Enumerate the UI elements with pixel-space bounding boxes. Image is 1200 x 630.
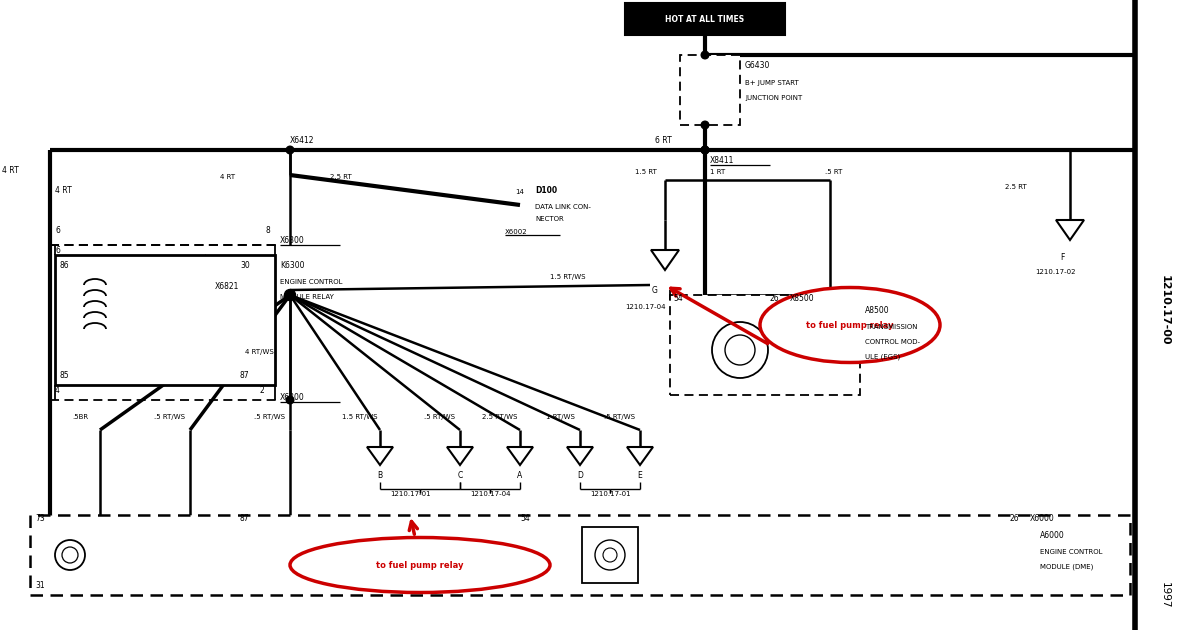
Text: X6412: X6412 bbox=[290, 136, 314, 145]
Text: 2.5 RT: 2.5 RT bbox=[330, 174, 352, 180]
FancyBboxPatch shape bbox=[670, 295, 860, 395]
Circle shape bbox=[287, 146, 294, 154]
Polygon shape bbox=[508, 447, 533, 465]
Text: X6000: X6000 bbox=[1030, 514, 1055, 523]
Text: ULE (EGS): ULE (EGS) bbox=[865, 353, 900, 360]
Text: NECTOR: NECTOR bbox=[535, 216, 564, 222]
Text: E: E bbox=[637, 471, 642, 480]
Text: A8500: A8500 bbox=[865, 306, 889, 315]
Text: .5 RT/WS: .5 RT/WS bbox=[605, 414, 636, 420]
Text: X6300: X6300 bbox=[280, 236, 305, 245]
Text: HOT AT ALL TIMES: HOT AT ALL TIMES bbox=[666, 14, 744, 23]
Text: 1.5 RT/WS: 1.5 RT/WS bbox=[550, 274, 586, 280]
Text: 4 RT: 4 RT bbox=[55, 186, 72, 195]
Text: 4 RT: 4 RT bbox=[2, 166, 19, 175]
Text: 26: 26 bbox=[1010, 514, 1020, 523]
Polygon shape bbox=[1056, 220, 1084, 240]
Text: 54: 54 bbox=[673, 294, 683, 303]
Text: JUNCTION POINT: JUNCTION POINT bbox=[745, 95, 803, 101]
Circle shape bbox=[701, 146, 709, 154]
FancyBboxPatch shape bbox=[582, 527, 638, 583]
Text: CONTROL MOD-: CONTROL MOD- bbox=[865, 339, 920, 345]
FancyBboxPatch shape bbox=[625, 3, 785, 35]
Text: 4 RT: 4 RT bbox=[220, 174, 235, 180]
Text: 87: 87 bbox=[240, 514, 250, 523]
Text: .5 RT: .5 RT bbox=[826, 169, 842, 175]
Text: B+ JUMP START: B+ JUMP START bbox=[745, 80, 799, 86]
Text: ENGINE CONTROL: ENGINE CONTROL bbox=[280, 279, 342, 285]
Text: 1 RT/WS: 1 RT/WS bbox=[546, 414, 575, 420]
Text: MODULE (DME): MODULE (DME) bbox=[1040, 563, 1093, 570]
Text: 1 RT: 1 RT bbox=[710, 169, 725, 175]
Text: X8411: X8411 bbox=[710, 156, 734, 165]
Text: .5 RT/WS: .5 RT/WS bbox=[425, 414, 456, 420]
Text: 26: 26 bbox=[770, 294, 780, 303]
Text: A: A bbox=[517, 471, 523, 480]
Text: MODULE RELAY: MODULE RELAY bbox=[280, 294, 334, 300]
Text: G6430: G6430 bbox=[745, 61, 770, 70]
Text: 2.5 RT: 2.5 RT bbox=[1006, 184, 1027, 190]
FancyBboxPatch shape bbox=[680, 55, 740, 125]
Text: D: D bbox=[577, 471, 583, 480]
Text: 1210.17-01: 1210.17-01 bbox=[590, 491, 631, 497]
Text: 1.5 RT/WS: 1.5 RT/WS bbox=[342, 414, 378, 420]
Ellipse shape bbox=[760, 287, 940, 362]
Text: 1997: 1997 bbox=[1160, 581, 1170, 608]
Text: X8500: X8500 bbox=[790, 294, 815, 303]
Text: 54: 54 bbox=[520, 514, 529, 523]
Text: TRANSMISSION: TRANSMISSION bbox=[865, 324, 918, 330]
Circle shape bbox=[284, 290, 295, 301]
Text: 1.5 RT: 1.5 RT bbox=[635, 169, 656, 175]
Polygon shape bbox=[446, 447, 473, 465]
Text: .5 RT/WS: .5 RT/WS bbox=[254, 414, 286, 420]
Text: to fuel pump relay: to fuel pump relay bbox=[377, 561, 463, 570]
Ellipse shape bbox=[290, 537, 550, 592]
Text: 8: 8 bbox=[265, 226, 270, 235]
Text: F: F bbox=[1060, 253, 1064, 262]
Text: ENGINE CONTROL: ENGINE CONTROL bbox=[1040, 549, 1103, 555]
Polygon shape bbox=[650, 250, 679, 270]
Text: 4: 4 bbox=[55, 386, 60, 395]
Text: 1210.17-04: 1210.17-04 bbox=[625, 304, 666, 310]
FancyBboxPatch shape bbox=[30, 515, 1130, 595]
Text: G: G bbox=[652, 286, 658, 295]
Text: 6: 6 bbox=[55, 246, 60, 255]
Text: D100: D100 bbox=[535, 186, 557, 195]
FancyBboxPatch shape bbox=[55, 255, 275, 385]
Circle shape bbox=[701, 121, 709, 129]
Text: A6000: A6000 bbox=[1040, 531, 1064, 540]
Text: 73: 73 bbox=[35, 514, 44, 523]
Text: 31: 31 bbox=[35, 581, 44, 590]
Text: B: B bbox=[378, 471, 383, 480]
Text: 14: 14 bbox=[515, 189, 524, 195]
Text: 87: 87 bbox=[240, 371, 250, 380]
Polygon shape bbox=[367, 447, 394, 465]
Circle shape bbox=[287, 396, 294, 404]
Text: 1210.17-01: 1210.17-01 bbox=[390, 491, 431, 497]
Text: 86: 86 bbox=[60, 261, 70, 270]
Text: C: C bbox=[457, 471, 463, 480]
Text: .5BR: .5BR bbox=[72, 414, 88, 420]
Text: 30: 30 bbox=[240, 261, 250, 270]
Polygon shape bbox=[628, 447, 653, 465]
Text: 6: 6 bbox=[55, 226, 60, 235]
Text: 85: 85 bbox=[60, 371, 70, 380]
Text: X6002: X6002 bbox=[505, 229, 528, 235]
Text: 1210.17-02: 1210.17-02 bbox=[1034, 269, 1075, 275]
Text: 1210.17-00: 1210.17-00 bbox=[1160, 275, 1170, 345]
Polygon shape bbox=[568, 447, 593, 465]
Text: X6300: X6300 bbox=[280, 393, 305, 402]
Text: to fuel pump relay: to fuel pump relay bbox=[806, 321, 894, 329]
Text: 4 RT/WS: 4 RT/WS bbox=[245, 349, 274, 355]
Circle shape bbox=[701, 146, 709, 154]
Text: K6300: K6300 bbox=[280, 261, 305, 270]
Text: X6821: X6821 bbox=[215, 282, 239, 291]
Text: .5 RT/WS: .5 RT/WS bbox=[155, 414, 186, 420]
Text: 1210.17-04: 1210.17-04 bbox=[470, 491, 510, 497]
Text: 2: 2 bbox=[260, 386, 265, 395]
Circle shape bbox=[701, 51, 709, 59]
Text: 6 RT: 6 RT bbox=[655, 136, 672, 145]
Text: 2.5 RT/WS: 2.5 RT/WS bbox=[482, 414, 517, 420]
Text: DATA LINK CON-: DATA LINK CON- bbox=[535, 204, 590, 210]
